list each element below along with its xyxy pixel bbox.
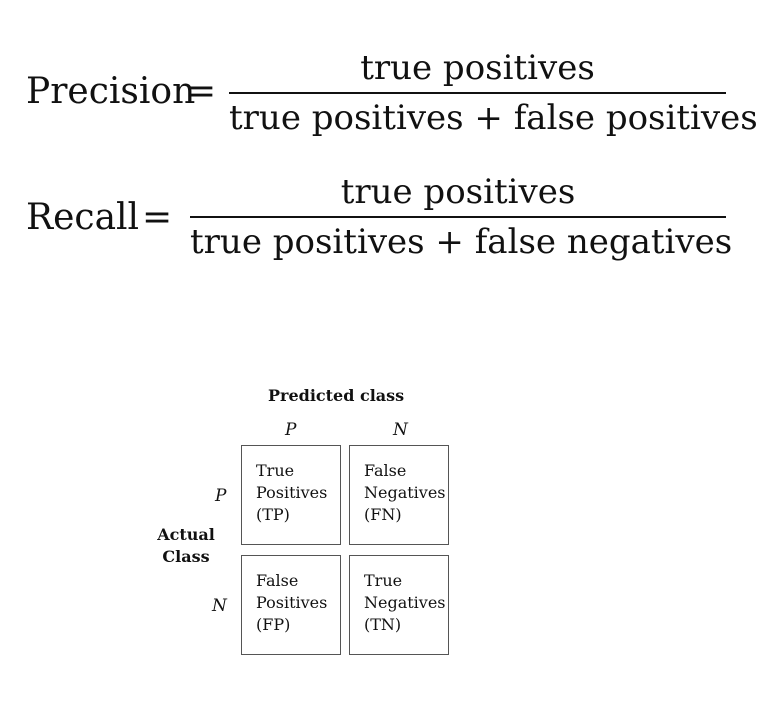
cell-text: Negatives bbox=[364, 593, 446, 612]
precision-numerator: true positives bbox=[360, 48, 595, 88]
recall-denominator: true positives + false negatives bbox=[190, 222, 733, 262]
precision-fraction-bar bbox=[229, 92, 726, 94]
precision-denominator: true positives + false positives bbox=[229, 98, 758, 138]
confusion-matrix: Predicted class P N P N Actual Class Tru… bbox=[140, 380, 470, 680]
cell-text: Positives bbox=[256, 593, 328, 612]
actual-p-label: P bbox=[215, 486, 227, 506]
cell-text: (TN) bbox=[364, 615, 402, 634]
precision-equals-sign: = bbox=[186, 71, 217, 112]
recall-formula: Recall = true positives true positives +… bbox=[26, 170, 733, 290]
cell-text: False bbox=[256, 571, 299, 590]
actual-title-line1: Actual bbox=[157, 525, 215, 544]
recall-fraction-bar bbox=[190, 216, 726, 218]
cell-text: False bbox=[364, 461, 407, 480]
recall-numerator: true positives bbox=[340, 172, 576, 212]
actual-n-label: N bbox=[212, 596, 227, 616]
precision-label: Precision bbox=[26, 71, 196, 112]
cell-text: (FN) bbox=[364, 505, 402, 524]
actual-title-line2: Class bbox=[162, 547, 210, 566]
predicted-class-title: Predicted class bbox=[268, 386, 405, 405]
cell-text: (FP) bbox=[256, 615, 291, 634]
recall-label: Recall bbox=[26, 197, 140, 238]
recall-equals-sign: = bbox=[142, 197, 173, 238]
cell-text: Negatives bbox=[364, 483, 446, 502]
actual-class-title: Actual Class bbox=[140, 524, 232, 568]
cell-text: True bbox=[256, 461, 295, 480]
precision-formula: Precision = true positives true positive… bbox=[26, 30, 758, 150]
recall-fraction: true positives true positives + false ne… bbox=[190, 172, 733, 262]
cell-text: Positives bbox=[256, 483, 328, 502]
predicted-p-label: P bbox=[285, 420, 297, 440]
cell-text: (TP) bbox=[256, 505, 290, 524]
predicted-n-label: N bbox=[393, 420, 408, 440]
cell-false-positives: False Positives (FP) bbox=[241, 555, 341, 655]
cell-true-negatives: True Negatives (TN) bbox=[349, 555, 449, 655]
precision-fraction: true positives true positives + false po… bbox=[229, 48, 758, 138]
cell-text: True bbox=[364, 571, 403, 590]
cell-false-negatives: False Negatives (FN) bbox=[349, 445, 449, 545]
cell-true-positives: True Positives (TP) bbox=[241, 445, 341, 545]
